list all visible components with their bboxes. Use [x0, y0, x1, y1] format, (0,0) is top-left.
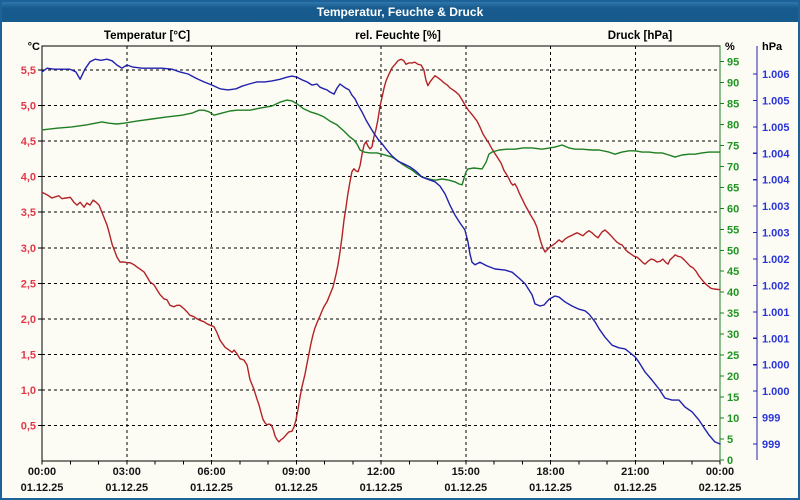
temperature-tick-label: 3,5: [21, 207, 36, 219]
humidity-tick-label: 75: [727, 140, 739, 152]
pressure-tick-label: 1.004: [762, 148, 790, 160]
humidity-tick-label: 35: [727, 308, 739, 320]
humidity-unit-label: %: [725, 41, 735, 53]
humidity-tick-label: 50: [727, 245, 739, 257]
pressure-tick-label: 1.001: [762, 307, 790, 319]
humidity-tick-label: 10: [727, 413, 739, 425]
x-date-label: 01.12.25: [614, 482, 657, 494]
x-date-label: 01.12.25: [190, 482, 233, 494]
temperature-tick-label: 4,5: [21, 136, 36, 148]
humidity-tick-label: 95: [727, 57, 739, 69]
pressure-unit-label: hPa: [762, 41, 783, 53]
pressure-tick-label: 1.003: [762, 201, 790, 213]
x-time-label: 21:00: [621, 466, 649, 478]
humidity-tick-label: 90: [727, 77, 739, 89]
pressure-tick-label: 1.004: [762, 175, 790, 187]
x-date-label: 01.12.25: [360, 482, 403, 494]
humidity-tick-label: 60: [727, 203, 739, 215]
title-bar[interactable]: Temperatur, Feuchte & Druck: [2, 2, 798, 22]
pressure-tick-label: 1.005: [762, 95, 790, 107]
humidity-tick-label: 40: [727, 287, 739, 299]
x-date-label: 01.12.25: [529, 482, 572, 494]
temperature-tick-label: 4,0: [21, 172, 36, 184]
humidity-axis-labels: 0 5 10 15 20 25 30 35 40 45 50 55 60 65 70 75 80 85 90 95: [727, 57, 739, 468]
x-axis-ticks: [41, 461, 721, 465]
temperature-unit-label: °C: [28, 41, 40, 53]
x-time-label: 00:00: [28, 466, 56, 478]
pressure-tick-label: 1.001: [762, 333, 790, 345]
x-date-label: 01.12.25: [105, 482, 148, 494]
x-time-label: 03:00: [113, 466, 141, 478]
legend-humidity: rel. Feuchte [%]: [355, 30, 441, 42]
pressure-tick-label: 999: [762, 413, 780, 425]
humidity-tick-label: 70: [727, 161, 739, 173]
x-time-label: 00:00: [706, 466, 734, 478]
x-date-label: 01.12.25: [444, 482, 487, 494]
legend-pressure: Druck [hPa]: [608, 30, 673, 42]
pressure-tick-label: 1.000: [762, 360, 790, 372]
temperature-axis-ticks: [38, 69, 42, 426]
temperature-tick-label: 1,0: [21, 385, 36, 397]
vertical-gridlines: [126, 46, 636, 461]
pressure-axis-labels: 999 999 1.000 1.000 1.001 1.001 1.002 1.002 1.00…: [762, 69, 790, 451]
x-date-label: 02.12.25: [699, 482, 742, 494]
temperatur-series: [41, 58, 721, 443]
pressure-tick-label: 999: [762, 439, 780, 451]
x-time-label: 12:00: [367, 466, 395, 478]
legend-temperature: Temperatur [°C]: [104, 30, 190, 42]
pressure-tick-label: 1.000: [762, 386, 790, 398]
humidity-tick-label: 45: [727, 266, 739, 278]
x-date-label: 01.12.25: [21, 482, 64, 494]
humidity-axis-ticks: [720, 61, 724, 461]
humidity-tick-label: 55: [727, 224, 739, 236]
temperature-tick-label: 2,0: [21, 314, 36, 326]
temperature-tick-label: 5,0: [21, 101, 36, 113]
x-time-label: 15:00: [452, 466, 480, 478]
temperature-tick-label: 1,5: [21, 349, 36, 361]
horizontal-gridlines: [42, 69, 720, 426]
druck-series: [41, 58, 721, 445]
humidity-tick-label: 65: [727, 182, 739, 194]
pressure-tick-label: 1.005: [762, 122, 790, 134]
humidity-tick-label: 0: [727, 455, 733, 467]
pressure-tick-label: 1.006: [762, 69, 790, 81]
temperature-tick-label: 5,5: [21, 65, 36, 77]
rel-feuchte-series: [41, 99, 721, 186]
pressure-tick-label: 1.003: [762, 228, 790, 240]
humidity-tick-label: 85: [727, 98, 739, 110]
humidity-tick-label: 20: [727, 371, 739, 383]
pressure-axis-ticks: [753, 46, 758, 460]
x-time-label: 06:00: [197, 466, 225, 478]
humidity-tick-label: 80: [727, 119, 739, 131]
pressure-tick-label: 1.002: [762, 280, 790, 292]
humidity-tick-label: 5: [727, 434, 733, 446]
temperature-tick-label: 2,5: [21, 278, 36, 290]
x-date-label: 01.12.25: [275, 482, 318, 494]
temperature-tick-label: 0,5: [21, 421, 36, 433]
humidity-tick-label: 25: [727, 350, 739, 362]
x-time-label: 09:00: [282, 466, 310, 478]
humidity-tick-label: 15: [727, 392, 739, 404]
humidity-tick-label: 30: [727, 329, 739, 341]
x-time-label: 18:00: [536, 466, 564, 478]
pressure-tick-label: 1.002: [762, 254, 790, 266]
window-title: Temperatur, Feuchte & Druck: [316, 5, 484, 19]
temperature-tick-label: 3,0: [21, 243, 36, 255]
data-series: [41, 58, 721, 445]
x-axis-labels: 00:00 01.12.25 03:00 01.12.25 06:00 01.12.25 0…: [21, 466, 742, 494]
temperature-axis-labels: 0,5 1,0 1,5 2,0 2,5 3,0 3,5 4,0 4,5 5,0 5,5: [21, 65, 36, 433]
